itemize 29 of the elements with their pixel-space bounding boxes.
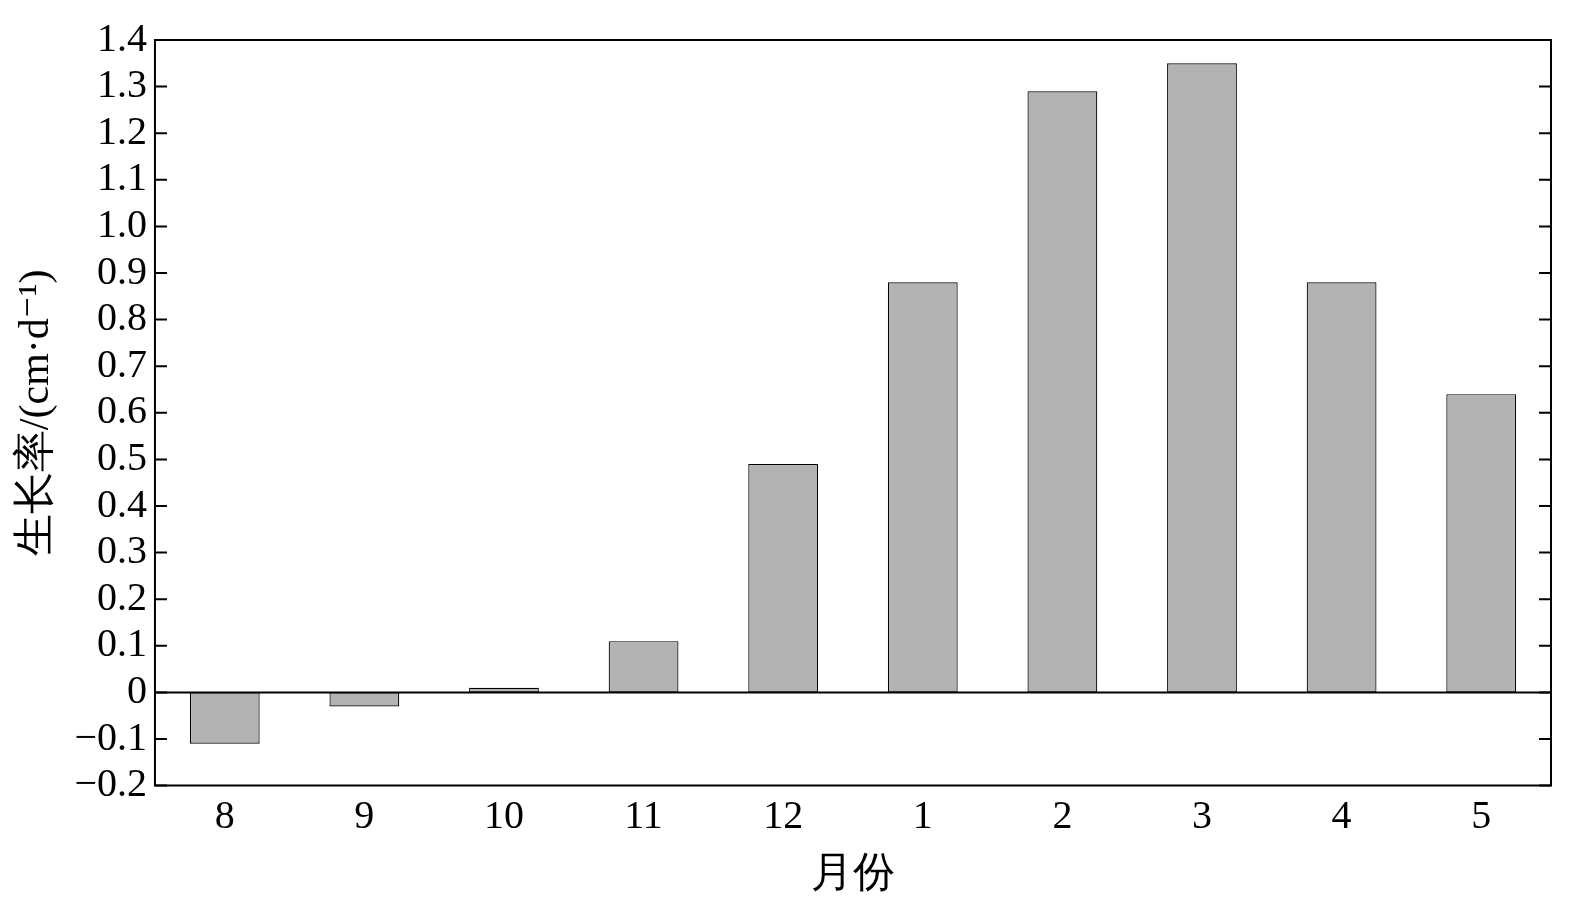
y-tick-label: 0.3 [96,527,147,573]
y-tick-label: 0.1 [96,620,147,666]
y-tick-label: 0.4 [96,480,147,526]
x-tick-label: 12 [763,792,804,838]
x-tick-label: 8 [214,792,235,838]
x-tick-label: 9 [354,792,375,838]
x-tick-label: 4 [1331,792,1352,838]
x-axis-title: 月份 [810,848,895,895]
y-tick-label: 1.1 [96,154,147,200]
x-tick-label: 3 [1191,792,1212,838]
y-tick-label: 1.4 [96,14,147,60]
y-tick-label: 0.7 [96,340,147,386]
y-axis-title: 生长率/(cm·d⁻¹) [11,269,59,557]
y-tick-label: 0.6 [96,387,147,433]
y-tick-label: 0.5 [96,433,147,479]
y-tick-label: 1.0 [96,200,147,246]
x-tick-label: 2 [1052,792,1073,838]
x-tick-label: 1 [912,792,933,838]
x-tick-label: 5 [1471,792,1492,838]
y-tick-label: −0.2 [74,760,147,806]
y-tick-label: 0 [126,666,147,712]
y-tick-label: 0.9 [96,247,147,293]
y-tick-label: 1.3 [96,61,147,107]
y-tick-label: −0.1 [74,713,147,759]
x-tick-label: 11 [624,792,663,838]
y-tick-label: 0.2 [96,573,147,619]
y-tick-label: 0.8 [96,294,147,340]
y-tick-label: 1.2 [96,107,147,153]
x-tick-label: 10 [483,792,524,838]
